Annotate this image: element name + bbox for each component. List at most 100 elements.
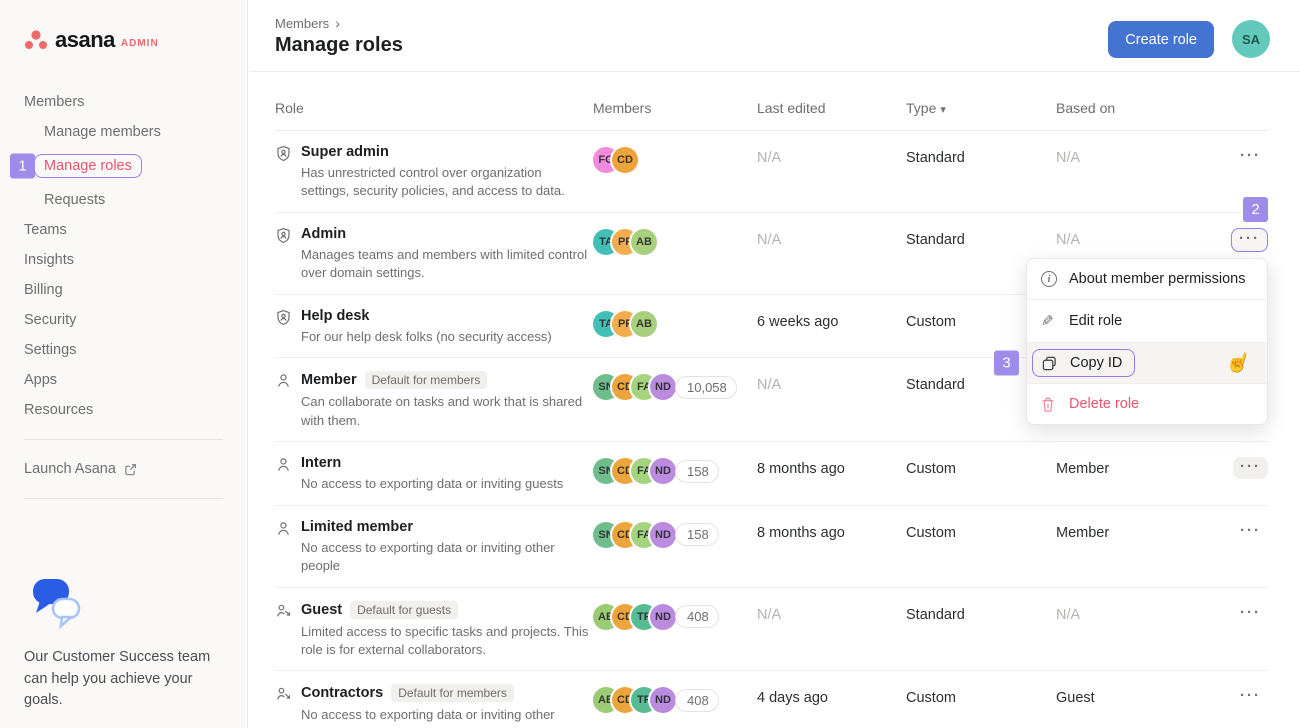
based-on-cell: N/A: [1056, 150, 1081, 166]
annotation-badge-3: 3: [994, 350, 1019, 376]
role-description: For our help desk folks (no security acc…: [301, 328, 552, 344]
sidebar-item-resources[interactable]: Resources: [0, 395, 247, 425]
sidebar-item-manage-roles[interactable]: 1 Manage roles: [0, 147, 247, 185]
sidebar-item-apps[interactable]: Apps: [0, 365, 247, 395]
row-menu-button[interactable]: ···: [1240, 603, 1261, 621]
sidebar: asana ADMIN Members Manage members 1 Manage…: [0, 0, 248, 728]
user-avatar[interactable]: SA: [1232, 20, 1270, 58]
member-avatar: CD: [612, 147, 638, 173]
sidebar-divider: [24, 498, 223, 499]
default-role-pill: Default for guests: [350, 600, 459, 619]
default-role-pill: Default for members: [364, 371, 488, 390]
row-context-menu: i About member permissions ✎ Edit role Copy …: [994, 258, 1268, 425]
sidebar-item-insights[interactable]: Insights: [0, 245, 247, 275]
sidebar-item-security[interactable]: Security: [0, 305, 247, 335]
role-description: No access to exporting data or inviting …: [301, 476, 564, 492]
member-avatar: ND: [650, 521, 676, 548]
user-external-icon: [275, 684, 293, 728]
based-on-cell: Member: [1056, 524, 1110, 541]
help-text: Our Customer Success team can help you a…: [24, 648, 211, 709]
chat-bubbles-icon: [33, 578, 81, 630]
sidebar-item-manage-members[interactable]: Manage members: [0, 117, 247, 147]
chevron-right-icon: ›: [335, 15, 340, 31]
launch-asana-label: Launch Asana: [24, 461, 116, 477]
menu-item-about-member-permissions[interactable]: i About member permissions: [1027, 259, 1267, 300]
column-header-type[interactable]: Type ▾: [906, 100, 946, 116]
asana-logo-icon: [25, 30, 47, 49]
member-avatar: ND: [650, 374, 676, 401]
last-edited-cell: 8 months ago: [757, 524, 845, 541]
copy-id-highlight-outline: Copy ID: [1032, 349, 1136, 377]
row-actions-cell: ···: [1206, 144, 1268, 168]
members-cell: SN CD FA ND 10,058: [593, 371, 757, 401]
member-count-pill: 408: [675, 688, 719, 712]
roles-table: Role Members Last edited Type ▾ Based on …: [249, 72, 1300, 728]
sidebar-item-billing[interactable]: Billing: [0, 275, 247, 305]
based-on-cell: Member: [1056, 461, 1110, 478]
menu-item-label: Delete role: [1069, 396, 1140, 412]
sidebar-item-members[interactable]: Members: [0, 87, 247, 117]
type-cell: Custom: [906, 690, 956, 707]
table-row-admin: Admin Manages teams and members with limi…: [275, 196, 1268, 295]
row-menu-button[interactable]: ···: [1233, 457, 1268, 480]
column-header-based-on: Based on: [1056, 100, 1116, 116]
sidebar-item-label: Apps: [24, 372, 58, 388]
annotation-badge-1: 1: [10, 153, 35, 179]
menu-item-copy-id[interactable]: Copy ID 3 ☝: [994, 343, 1267, 384]
pointer-cursor-icon: ☝: [1223, 348, 1254, 378]
last-edited-cell: N/A: [757, 606, 782, 623]
page-title: Manage roles: [275, 34, 403, 56]
last-edited-cell: 8 months ago: [757, 461, 845, 478]
row-menu-button[interactable]: ···: [1240, 687, 1261, 705]
row-actions-cell: ···: [1206, 455, 1268, 480]
row-menu-button[interactable]: ···: [1240, 147, 1261, 164]
role-cell: Super admin Has unrestricted control over…: [275, 144, 593, 201]
sidebar-item-settings[interactable]: Settings: [0, 335, 247, 365]
shield-user-icon: [275, 308, 293, 346]
sidebar-item-label: Members: [24, 94, 85, 110]
type-cell: Custom: [906, 313, 956, 330]
menu-item-delete-role[interactable]: Delete role: [1027, 384, 1267, 424]
sidebar-item-requests[interactable]: Requests: [0, 185, 247, 215]
role-name: Help desk: [301, 307, 370, 324]
menu-item-label: Edit role: [1069, 313, 1123, 329]
external-link-icon: [125, 463, 136, 475]
menu-item-edit-role[interactable]: ✎ Edit role: [1027, 300, 1267, 343]
members-cell: TA PF AB: [593, 226, 757, 255]
user-icon: [275, 455, 293, 493]
based-on-cell: N/A: [1056, 606, 1081, 623]
trash-icon: [1041, 397, 1059, 412]
role-name: Member: [301, 372, 357, 389]
member-avatar: AB: [631, 310, 657, 337]
breadcrumb-members[interactable]: Members: [275, 16, 330, 31]
role-description: Manages teams and members with limited c…: [301, 246, 588, 281]
row-menu-button[interactable]: ···: [1240, 521, 1261, 539]
type-cell: Standard: [906, 606, 965, 623]
member-avatar: ND: [650, 687, 676, 714]
logo-wordmark: asana: [55, 27, 115, 52]
members-cell: TA PF AB: [593, 308, 757, 337]
based-on-cell: Guest: [1056, 690, 1095, 707]
row-menu-button[interactable]: ···: [1231, 227, 1268, 252]
member-count-pill: 158: [675, 459, 719, 483]
page-header: Members › Manage roles Create role SA: [249, 0, 1300, 72]
column-header-role: Role: [275, 100, 304, 116]
role-description: No access to exporting data or inviting …: [301, 707, 555, 728]
based-on-cell: N/A: [1056, 231, 1081, 248]
row-actions-cell: ··· 2: [1206, 196, 1268, 252]
role-description: Has unrestricted control over organizati…: [301, 165, 565, 199]
table-row-contractors: Contractors Default for members No access …: [275, 671, 1268, 728]
sidebar-item-teams[interactable]: Teams: [0, 215, 247, 245]
shield-user-icon: [275, 226, 293, 283]
member-avatar: ND: [650, 603, 676, 630]
chevron-down-icon: ▾: [940, 104, 946, 116]
role-name: Admin: [301, 225, 347, 242]
create-role-button[interactable]: Create role: [1108, 21, 1214, 58]
breadcrumb[interactable]: Members ›: [275, 15, 1268, 31]
column-header-last-edited: Last edited: [757, 100, 826, 116]
role-name: Super admin: [301, 144, 389, 160]
column-header-members: Members: [593, 100, 652, 116]
sidebar-item-launch-asana[interactable]: Launch Asana: [0, 454, 247, 484]
sidebar-item-label: Resources: [24, 402, 94, 418]
role-description: No access to exporting data or inviting …: [301, 539, 555, 574]
